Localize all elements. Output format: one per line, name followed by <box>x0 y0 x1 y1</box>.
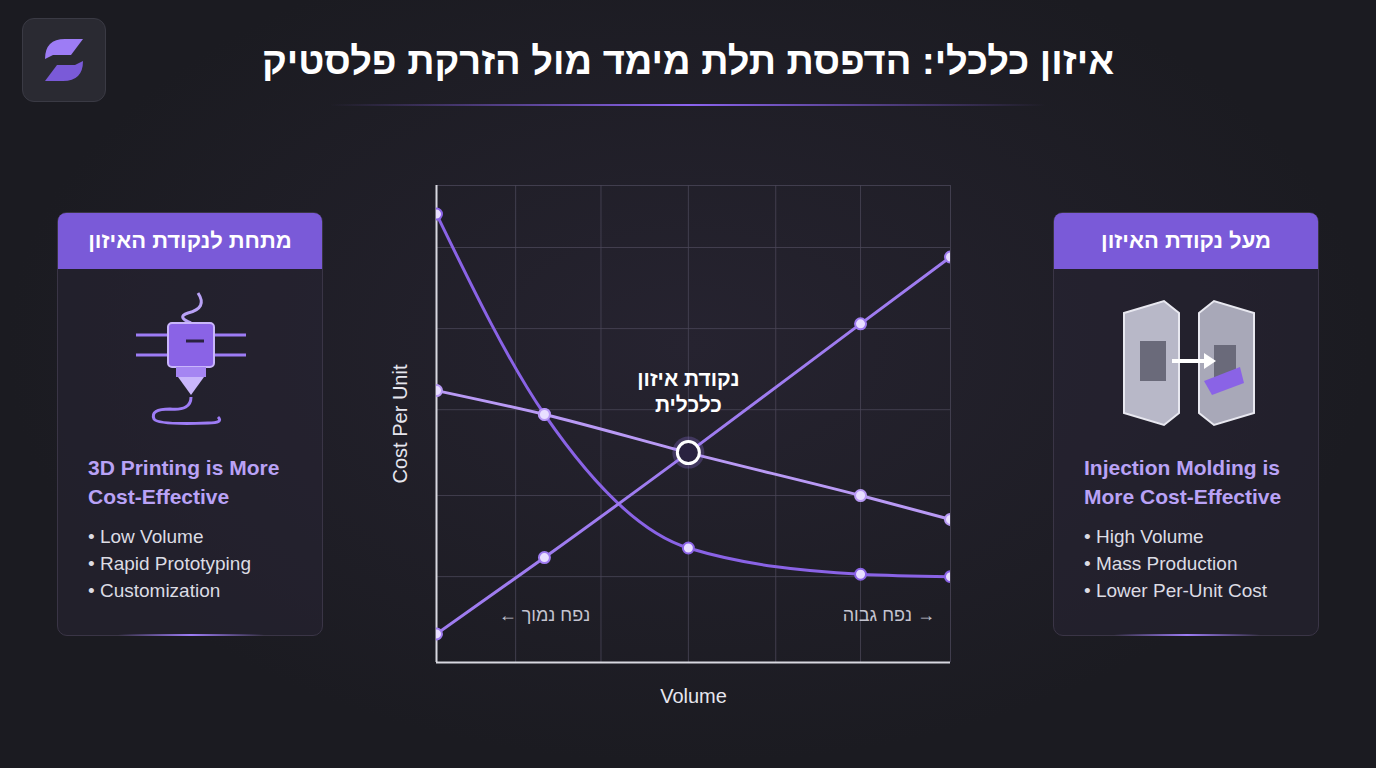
svg-text:Volume: Volume <box>660 685 727 707</box>
html-text:איזון כלכלי: הדפסת תלת מימד מו: איזון כלכלי: הדפסת תלת מימד מול הזרקת פל… <box>261 40 1115 82</box>
svg-text:← נפח נמוך: ← נפח נמוך <box>499 605 591 625</box>
html-text:מעל נקודת האיזון: מעל נקודת האיזון <box>1101 228 1271 253</box>
html-text:Customization: Customization <box>99 580 221 601</box>
svg-text:נפח גבוה →: נפח גבוה → <box>843 605 935 625</box>
html-text:מתחת לנקודת האיזון: מתחת לנקודת האיזון <box>88 228 292 253</box>
html-text:3D Printing is More Cost-Effec: 3D Printing is More Cost-Effective <box>88 456 280 508</box>
html-text:Mass Production: Mass Production <box>1095 553 1238 574</box>
html-text:Low Volume: Low Volume <box>99 526 204 547</box>
html-text:High Volume: High Volume <box>1095 526 1204 547</box>
svg-text:נקודת איזוןכלכלית: נקודת איזוןכלכלית <box>637 367 739 416</box>
svg-text:Cost Per Unit: Cost Per Unit <box>389 364 411 483</box>
html-text:Lower Per-Unit Cost: Lower Per-Unit Cost <box>1095 580 1267 601</box>
html-text:Rapid Prototyping: Rapid Prototyping <box>99 553 251 574</box>
html-text:Injection Molding is More Cost: Injection Molding is More Cost-Effective <box>1084 456 1282 508</box>
